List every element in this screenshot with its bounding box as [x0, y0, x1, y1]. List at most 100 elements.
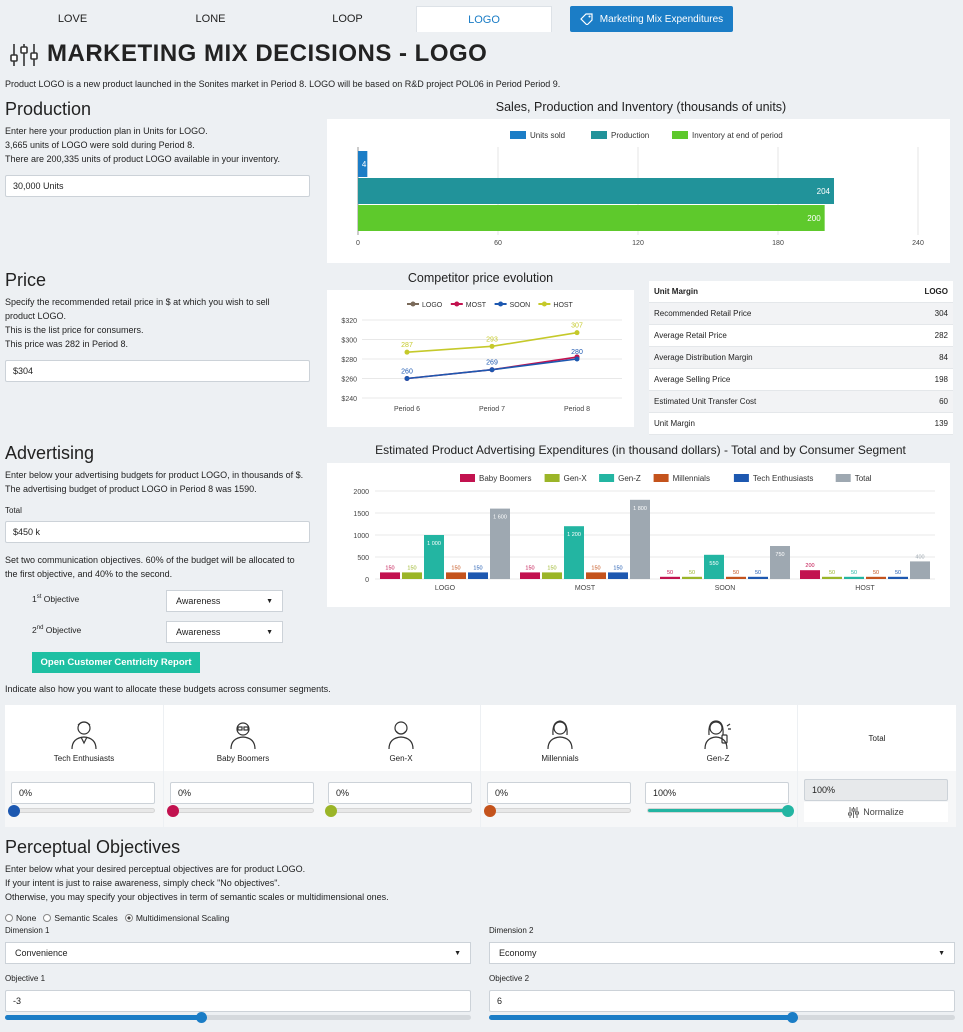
tick-label: $260 [341, 377, 357, 384]
advertising-chart: Baby Boomers Gen-X Gen-Z Millennials Tech En… [353, 474, 935, 592]
data-label: 1 800 [633, 506, 647, 512]
slider-handle[interactable] [782, 805, 794, 817]
slider-handle[interactable] [167, 805, 179, 817]
baby-boomers-slider[interactable] [167, 805, 314, 817]
tab-loop[interactable]: LOOP [332, 13, 363, 25]
gen-x-percent-input[interactable]: 0% [328, 782, 472, 804]
price-line-4: This price was 282 in Period 8. [5, 339, 129, 349]
production-input[interactable]: 30,000 Units [5, 175, 310, 197]
gen-x-slider[interactable] [325, 805, 472, 817]
bar [888, 576, 908, 579]
row-label: Estimated Unit Transfer Cost [654, 397, 757, 406]
objective-2-slider[interactable] [489, 1012, 955, 1023]
legend-marker [454, 301, 460, 307]
tech-enthusiasts-slider[interactable] [8, 805, 155, 817]
bar [660, 576, 680, 579]
bar [358, 205, 825, 231]
bar [844, 576, 864, 579]
tab-logo[interactable]: LOGO [416, 6, 552, 32]
tick-label: $240 [341, 396, 357, 403]
baby-boomers-percent-input[interactable]: 0% [170, 782, 314, 804]
price-heading: Price [5, 270, 47, 290]
first-objective-label: 1st Objective [32, 593, 80, 604]
perceptual-line-1: Enter below what your desired perceptual… [5, 864, 306, 874]
segment-baby-boomers: Baby Boomers [164, 705, 322, 771]
chevron-down-icon: ▼ [454, 949, 461, 957]
data-point [404, 349, 410, 355]
row-label: Unit Margin [654, 419, 695, 428]
data-label: 204 [817, 187, 831, 196]
advertising-total-input[interactable]: $450 k [5, 521, 310, 543]
price-chart-panel: LOGO MOST SOON HOST $240 $260 $280 $300 $320 Peri… [327, 290, 634, 427]
slider-handle[interactable] [325, 805, 337, 817]
legend-label: Gen-X [564, 474, 588, 483]
gen-z-percent-input[interactable]: 100% [645, 782, 789, 804]
data-label: 4 [362, 160, 367, 169]
legend-label: Millennials [673, 474, 710, 483]
objective-1-slider[interactable] [5, 1012, 471, 1023]
person-with-phone-icon [704, 720, 731, 750]
data-label: 200 [807, 214, 821, 223]
millennials-percent-input[interactable]: 0% [487, 782, 631, 804]
sales-chart-panel: Units sold Production Inventory at end of … [327, 119, 950, 263]
chevron-down-icon: ▼ [938, 949, 945, 957]
objective-1-input[interactable]: -3 [5, 990, 471, 1012]
segment-allocation-cell: 100% [639, 771, 797, 827]
tick-label: SOON [715, 585, 736, 592]
open-customer-centricity-report-button[interactable]: Open Customer Centricity Report [32, 652, 200, 673]
row-value: 282 [934, 331, 948, 340]
legend-label: HOST [553, 302, 573, 309]
tab-love[interactable]: LOVE [57, 13, 88, 25]
millennials-slider[interactable] [484, 805, 631, 817]
data-point [489, 343, 495, 349]
data-label: 50 [851, 570, 857, 576]
price-input[interactable]: $304 [5, 360, 310, 382]
slider-handle[interactable] [484, 805, 496, 817]
radio-multidimensional-scaling[interactable]: Multidimensional Scaling [124, 913, 229, 923]
tick-label: 500 [357, 555, 369, 562]
data-label: 150 [591, 565, 600, 571]
allocate-text: Indicate also how you want to allocate t… [5, 684, 331, 694]
perceptual-radio-group: None Semantic Scales Multidimensional Sc… [5, 911, 229, 925]
dimension-1-select[interactable]: Convenience ▼ [5, 942, 471, 964]
person-with-glasses-icon [71, 721, 97, 750]
bar [800, 570, 820, 579]
data-point [574, 330, 580, 336]
first-objective-select[interactable]: Awareness ▼ [166, 590, 283, 612]
slider-handle[interactable] [786, 1012, 798, 1023]
radio-semantic-scales[interactable]: Semantic Scales [43, 913, 118, 923]
data-label: 50 [829, 570, 835, 576]
tick-label: LOGO [435, 585, 456, 592]
dimension-2-select[interactable]: Economy ▼ [489, 942, 955, 964]
segment-total-header: Total [798, 705, 956, 771]
bar [726, 576, 746, 579]
legend-label: Gen-Z [618, 474, 641, 483]
legend-swatch [544, 474, 560, 482]
bar [586, 572, 606, 579]
tech-enthusiasts-percent-input[interactable]: 0% [11, 782, 155, 804]
slider-fill [648, 809, 788, 812]
chevron-down-icon: ▼ [266, 597, 273, 605]
normalize-button[interactable]: Normalize [804, 802, 948, 822]
page-title: MARKETING MIX DECISIONS - LOGO [47, 40, 488, 67]
row-value: 84 [939, 353, 948, 362]
slider-handle[interactable] [8, 805, 20, 817]
bar [682, 576, 702, 579]
second-objective-select[interactable]: Awareness ▼ [166, 621, 283, 643]
data-point [404, 376, 410, 381]
bearded-person-icon [388, 721, 414, 750]
bar [564, 526, 584, 579]
data-label: 150 [547, 565, 556, 571]
radio-icon [5, 914, 13, 922]
bar [402, 572, 422, 579]
slider-handle[interactable] [195, 1012, 207, 1023]
gen-z-slider[interactable] [647, 805, 794, 817]
tick-label: $320 [341, 318, 357, 325]
objective-2-input[interactable]: 6 [489, 990, 955, 1012]
segment-allocation-cell: 0% [481, 771, 639, 827]
radio-none[interactable]: None [5, 913, 36, 923]
table-row: Average Selling Price 198 [649, 369, 953, 391]
legend-label: Units sold [530, 131, 565, 140]
marketing-mix-expenditures-button[interactable]: Marketing Mix Expenditures [570, 6, 733, 32]
tab-lone[interactable]: LONE [195, 13, 226, 25]
